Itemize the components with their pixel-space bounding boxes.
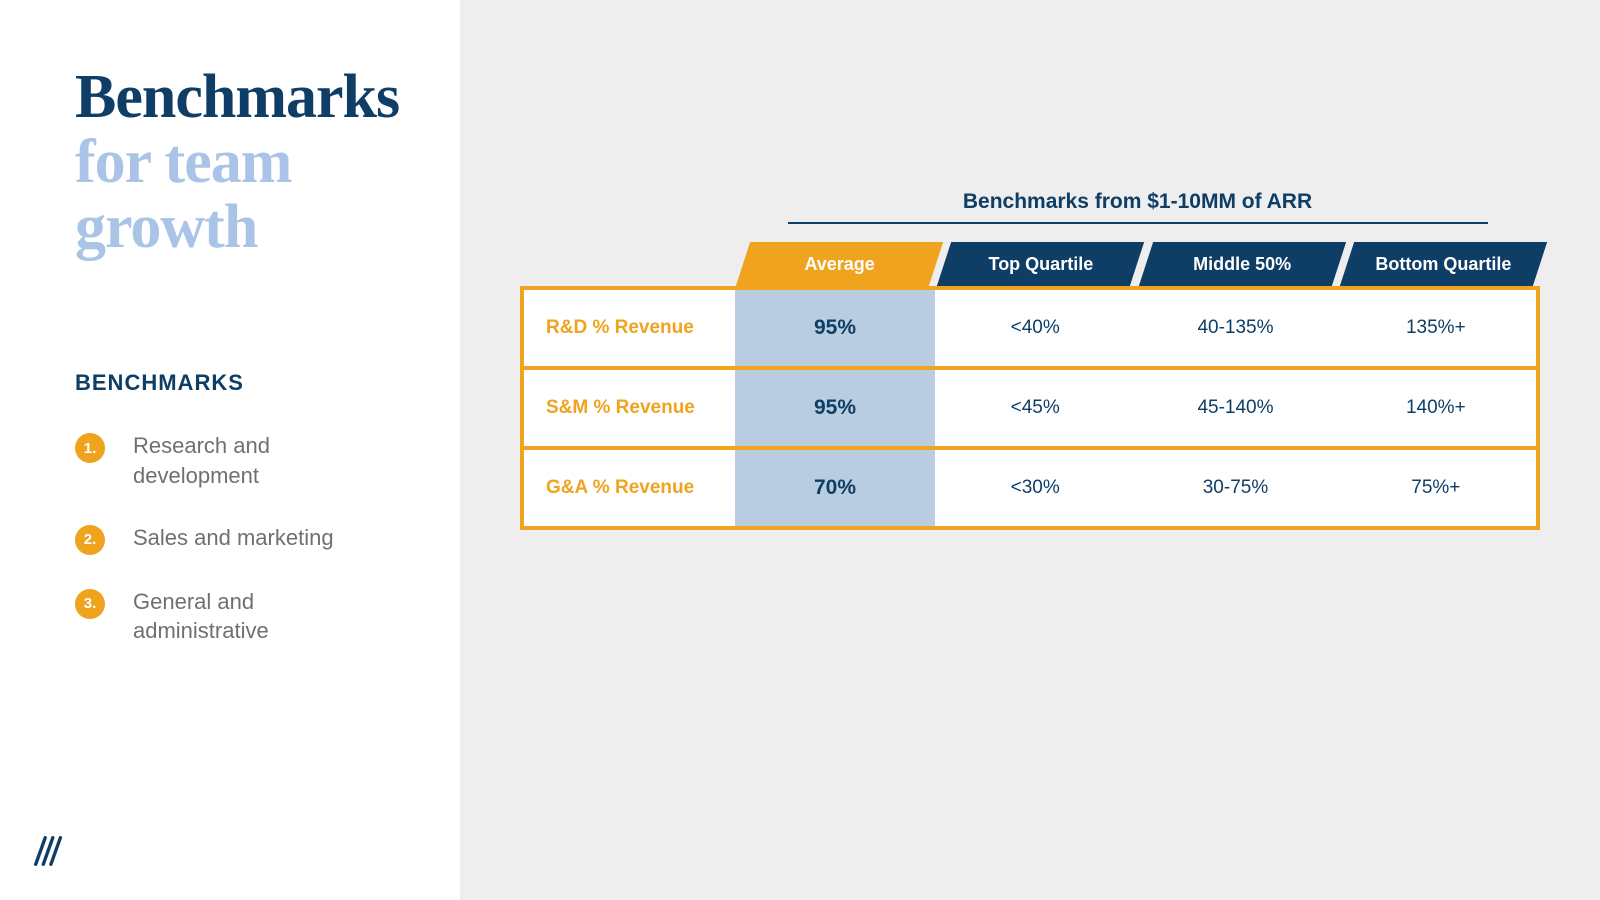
header-middle-50: Middle 50% (1146, 242, 1339, 286)
table-row: R&D % Revenue 95% <40% 40-135% 135%+ (520, 290, 1540, 370)
benchmarks-subhead: BENCHMARKS (75, 370, 420, 396)
cell-top: <30% (935, 450, 1135, 526)
title-line-1: Benchmarks (75, 65, 420, 130)
list-item-label: General and administrative (133, 587, 363, 646)
header-top-quartile: Top Quartile (944, 242, 1137, 286)
cell-average: 95% (735, 290, 935, 366)
row-label: R&D % Revenue (524, 290, 735, 366)
table-body: R&D % Revenue 95% <40% 40-135% 135%+ S&M… (520, 286, 1540, 530)
table-row: G&A % Revenue 70% <30% 30-75% 75%+ (520, 450, 1540, 530)
list-item-label: Sales and marketing (133, 523, 334, 553)
header-bottom-label: Bottom Quartile (1375, 254, 1511, 275)
cell-middle: 30-75% (1135, 450, 1335, 526)
cell-top: <45% (935, 370, 1135, 446)
table-super-rule (788, 222, 1488, 224)
list-item: 2. Sales and marketing (75, 523, 420, 555)
list-item: 1. Research and development (75, 431, 420, 490)
list-number-badge: 1. (75, 433, 105, 463)
cell-top: <40% (935, 290, 1135, 366)
title-line-2: for team (75, 130, 420, 195)
row-label: S&M % Revenue (524, 370, 735, 446)
header-average-label: Average (804, 254, 874, 275)
header-average: Average (743, 242, 936, 286)
left-panel: Benchmarks for team growth BENCHMARKS 1.… (0, 0, 460, 900)
benchmark-table: Benchmarks from $1-10MM of ARR Average T… (520, 190, 1540, 530)
row-label: G&A % Revenue (524, 450, 735, 526)
header-bottom-quartile: Bottom Quartile (1347, 242, 1540, 286)
header-top-label: Top Quartile (989, 254, 1094, 275)
header-spacer (520, 242, 735, 286)
cell-average: 70% (735, 450, 935, 526)
right-panel: Benchmarks from $1-10MM of ARR Average T… (460, 0, 1600, 900)
cell-average: 95% (735, 370, 935, 446)
benchmarks-list: 1. Research and development 2. Sales and… (75, 431, 420, 646)
brand-logo-icon (30, 832, 68, 870)
title-line-3: growth (75, 195, 420, 260)
header-middle-label: Middle 50% (1193, 254, 1291, 275)
table-header-row: Average Top Quartile Middle 50% Bottom Q… (520, 242, 1540, 286)
cell-bottom: 75%+ (1336, 450, 1536, 526)
list-number-badge: 3. (75, 589, 105, 619)
cell-bottom: 135%+ (1336, 290, 1536, 366)
cell-middle: 45-140% (1135, 370, 1335, 446)
cell-middle: 40-135% (1135, 290, 1335, 366)
cell-bottom: 140%+ (1336, 370, 1536, 446)
table-row: S&M % Revenue 95% <45% 45-140% 140%+ (520, 370, 1540, 450)
list-number-badge: 2. (75, 525, 105, 555)
table-super-title: Benchmarks from $1-10MM of ARR (735, 190, 1540, 214)
list-item-label: Research and development (133, 431, 363, 490)
list-item: 3. General and administrative (75, 587, 420, 646)
